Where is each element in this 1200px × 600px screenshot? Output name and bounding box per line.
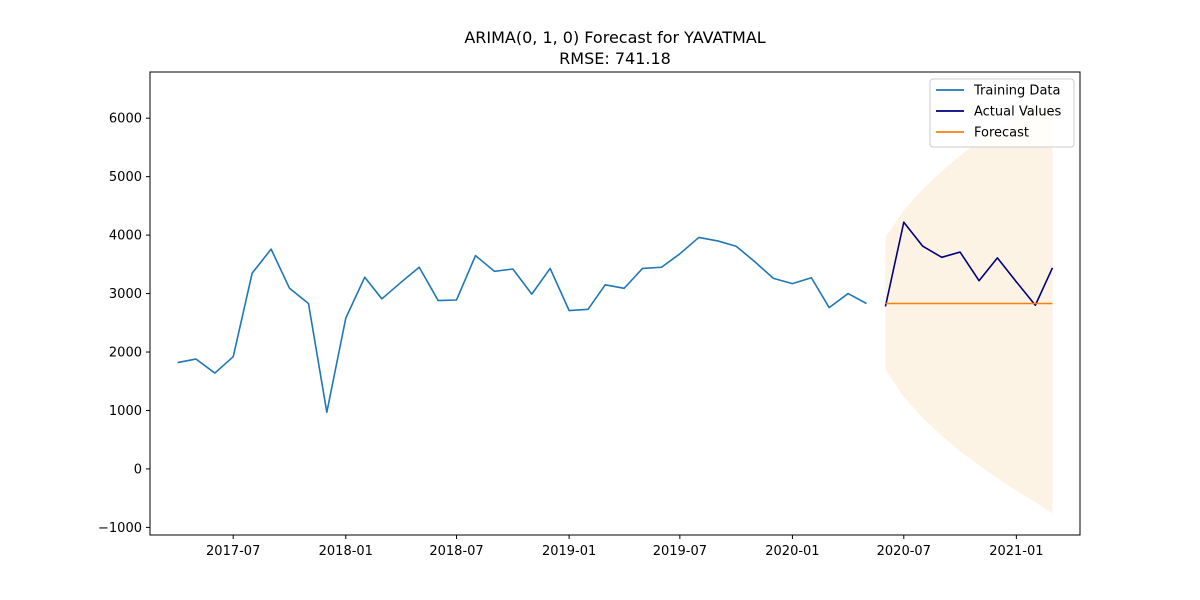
x-tick-label: 2019-01	[542, 544, 596, 559]
y-tick-label: 0	[134, 462, 142, 477]
y-tick-label: 6000	[109, 112, 142, 127]
y-axis: −1000 0 1000 2000 3000 4000 5000 6000	[98, 112, 150, 536]
legend-label-forecast: Forecast	[974, 126, 1029, 141]
x-tick-label: 2017-07	[206, 544, 260, 559]
y-tick-label: 4000	[109, 229, 142, 244]
chart-subtitle: RMSE: 741.18	[559, 49, 671, 68]
series-line-actual-values	[884, 221, 1054, 307]
plot-area-frame	[149, 71, 1081, 536]
legend[interactable]: Training Data Actual Values Forecast	[929, 78, 1075, 148]
x-tick-label: 2021-01	[989, 544, 1043, 559]
chart-title: ARIMA(0, 1, 0) Forecast for YAVATMAL	[464, 28, 765, 47]
legend-label-training-data: Training Data	[973, 84, 1060, 99]
x-tick-label: 2020-01	[765, 544, 819, 559]
y-tick-label: −1000	[98, 521, 142, 536]
y-tick-label: 1000	[109, 404, 142, 419]
y-tick-label: 3000	[109, 287, 142, 302]
x-tick-label: 2018-01	[319, 544, 373, 559]
x-axis: 2017-07 2018-01 2018-07 2019-01 2019-07 2020-…	[206, 535, 1044, 559]
series-layer	[177, 221, 1054, 414]
y-tick-label: 5000	[109, 170, 142, 185]
x-tick-label: 2020-07	[877, 544, 931, 559]
legend-label-actual-values: Actual Values	[974, 105, 1062, 120]
x-tick-label: 2019-07	[653, 544, 707, 559]
y-tick-label: 2000	[109, 346, 142, 361]
x-tick-label: 2018-07	[429, 544, 483, 559]
legend-box	[929, 78, 1075, 148]
series-line-training-data	[177, 236, 867, 414]
